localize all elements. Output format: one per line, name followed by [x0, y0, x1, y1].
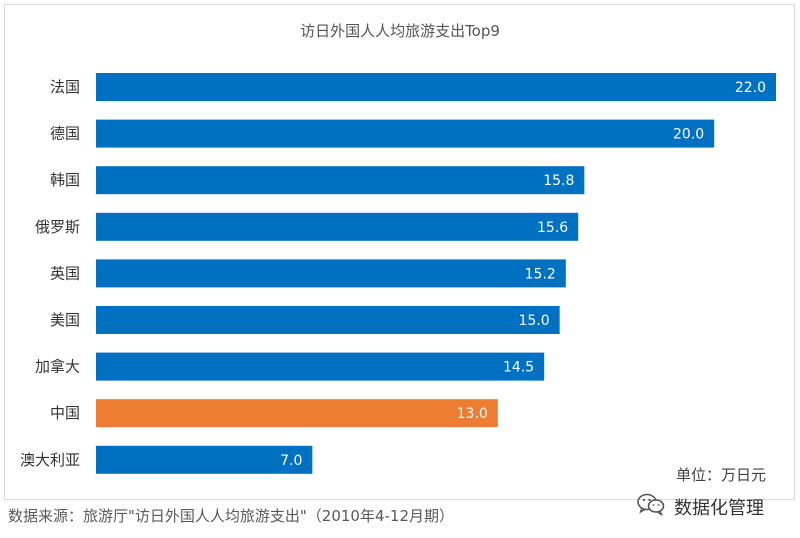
- bar: [96, 445, 313, 474]
- bar: [96, 259, 566, 288]
- category-label: 韩国: [50, 171, 80, 189]
- category-label: 澳大利亚: [20, 451, 80, 469]
- wechat-icon: [636, 492, 666, 521]
- category-label: 中国: [50, 404, 80, 422]
- bar-chart: 22.0 法国 20.0 德国 15.8 韩国 15.6 俄罗斯 15.2 英国 15.0 美国 14.…: [20, 73, 776, 474]
- category-label: 加拿大: [35, 358, 80, 376]
- bar-value-label: 13.0: [457, 406, 488, 422]
- category-label: 俄罗斯: [35, 218, 80, 236]
- bar-value-label: 14.5: [503, 360, 534, 376]
- chart-title: 访日外国人人均旅游支出Top9: [300, 22, 500, 40]
- category-label: 法国: [50, 78, 80, 96]
- category-label: 美国: [50, 311, 80, 329]
- bar: [96, 352, 545, 381]
- bar: [96, 166, 585, 195]
- bar-value-label: 15.0: [518, 313, 549, 329]
- bar: [96, 306, 560, 334]
- bar-value-label: 15.8: [543, 173, 574, 189]
- bar-value-label: 7.0: [280, 453, 302, 469]
- bar: [96, 73, 776, 101]
- bar-value-label: 22.0: [735, 80, 766, 96]
- brand-watermark: 数据化管理: [636, 492, 764, 521]
- source-label: 数据来源：旅游厅"访日外国人人均旅游支出"（2010年4-12月期）: [8, 507, 455, 525]
- bar: [96, 399, 498, 428]
- bar-value-label: 15.6: [537, 220, 568, 236]
- unit-label: 单位：万日元: [676, 466, 767, 484]
- brand-text: 数据化管理: [674, 497, 764, 519]
- category-label: 德国: [50, 125, 80, 143]
- bar: [96, 119, 715, 148]
- bar-value-label: 20.0: [673, 127, 704, 143]
- category-label: 英国: [50, 264, 80, 282]
- bar: [96, 212, 579, 241]
- bar-value-label: 15.2: [525, 266, 556, 282]
